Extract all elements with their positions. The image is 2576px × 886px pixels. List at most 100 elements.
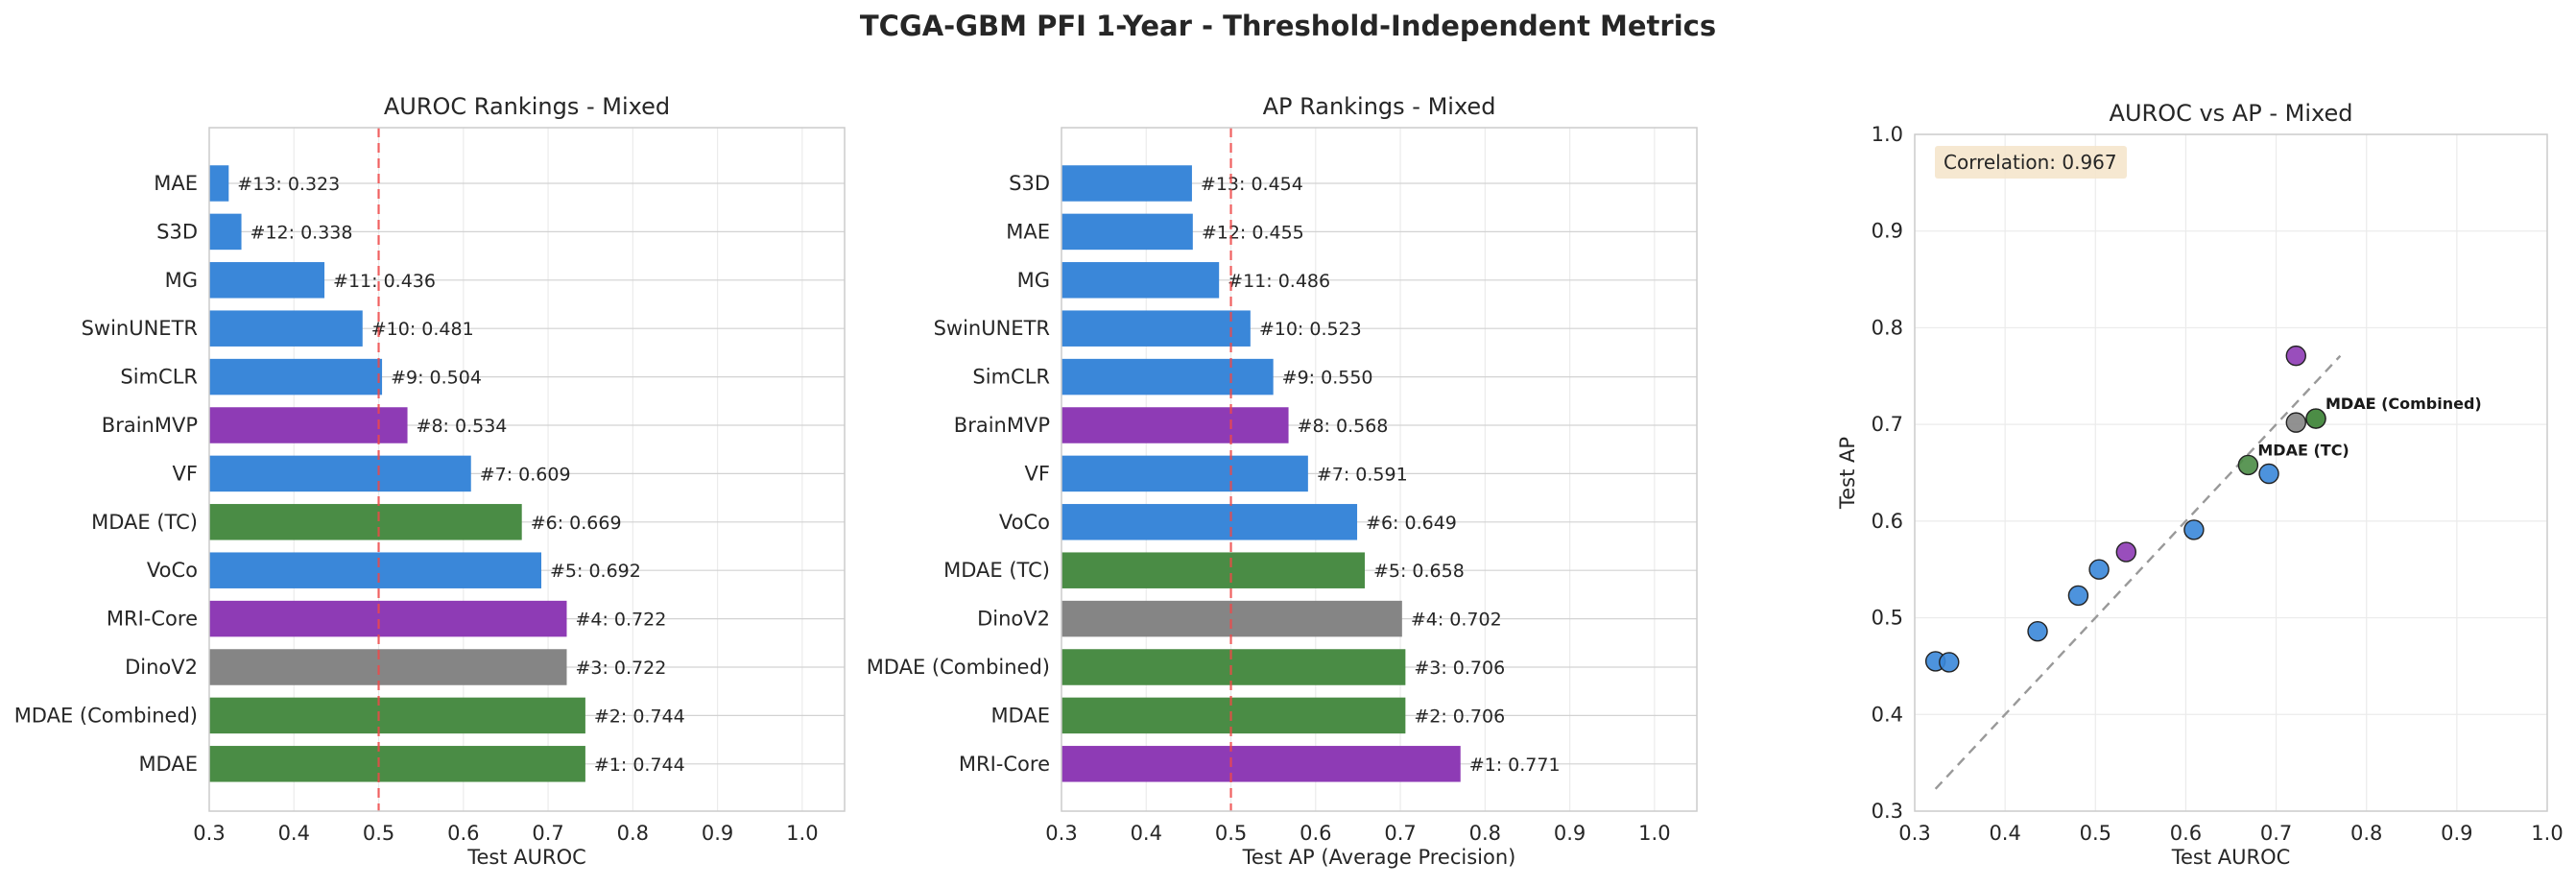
scatter-point [2067, 585, 2089, 607]
scatter-x-tick-label: 0.3 [1898, 822, 1930, 845]
scatter-y-tick-label: 0.7 [1872, 413, 1903, 436]
ap-rankings-panel: S3D #13: 0.454 MAE #12: 0.455 MG #11: 0.486 Sw… [867, 93, 1698, 869]
auroc-x-tick-label: 0.7 [532, 822, 563, 845]
scatter-x-tick-label: 0.6 [2170, 822, 2202, 845]
ap-bar [1061, 358, 1274, 395]
ap-category-label: MG [1017, 269, 1050, 292]
scatter-point [2258, 463, 2279, 485]
auroc-bar-value-label: #7: 0.609 [480, 464, 571, 485]
auroc-frame [208, 127, 846, 812]
scatter-y-tick-label: 1.0 [1872, 123, 1903, 146]
ap-bar-value-label: #5: 0.658 [1373, 561, 1465, 582]
auroc-bar-value-label: #8: 0.534 [417, 416, 508, 437]
ap-bar-value-label: #2: 0.706 [1414, 706, 1505, 727]
auroc-x-tick-label: 0.4 [278, 822, 310, 845]
ap-bar-value-label: #9: 0.550 [1282, 368, 1373, 389]
ap-bar-value-label: #12: 0.455 [1202, 222, 1304, 243]
auroc-bar-value-label: #13: 0.323 [237, 174, 340, 195]
scatter-point [2285, 412, 2306, 433]
ap-category-label: S3D [1009, 172, 1050, 195]
auroc-category-label: MDAE (TC) [91, 511, 198, 534]
figure-title: TCGA-GBM PFI 1-Year - Threshold-Independ… [860, 10, 1716, 42]
correlation-box-background [1935, 146, 2127, 179]
ap-bar [1061, 697, 1406, 734]
ap-x-tick-label: 0.8 [1469, 822, 1501, 845]
scatter-y-tick-label: 0.8 [1872, 316, 1903, 339]
auroc-vs-ap-panel: 0.3 0.4 0.5 0.6 0.7 0.8 0.9 1.0 0.3 0.4 0.5 0.6 0.7 0… [1836, 100, 2564, 869]
auroc-bar-value-label: #3: 0.722 [575, 658, 666, 679]
ap-bar-value-label: #7: 0.591 [1317, 464, 1408, 485]
auroc-title: AUROC Rankings - Mixed [384, 93, 670, 120]
ap-category-label: DinoV2 [977, 608, 1050, 631]
scatter-point [2237, 454, 2259, 476]
ap-category-label: VoCo [999, 511, 1050, 534]
auroc-x-tick-label: 0.8 [617, 822, 649, 845]
ap-category-label: MAE [1006, 220, 1050, 243]
auroc-x-tick-label: 0.3 [193, 822, 225, 845]
ap-x-tick-label: 0.3 [1045, 822, 1077, 845]
scatter-point [2285, 345, 2306, 367]
scatter-point [2183, 519, 2205, 540]
auroc-bar [209, 455, 471, 492]
ap-category-label: MDAE (Combined) [867, 656, 1050, 679]
auroc-category-label: MG [165, 269, 198, 292]
scatter-x-tick-label: 0.5 [2080, 822, 2111, 845]
scatter-point [2115, 541, 2136, 563]
auroc-bar [209, 649, 567, 685]
ap-bar-value-label: #3: 0.706 [1414, 658, 1505, 679]
auroc-bar-value-label: #6: 0.669 [531, 513, 622, 534]
auroc-category-label: SimCLR [120, 366, 198, 389]
ap-bar-value-label: #1: 0.771 [1469, 754, 1561, 776]
scatter-y-tick-label: 0.6 [1872, 510, 1903, 533]
auroc-x-tick-label: 0.5 [363, 822, 394, 845]
ap-bar [1061, 504, 1358, 540]
auroc-category-label: MDAE (Combined) [14, 704, 198, 727]
scatter-point [2305, 408, 2326, 429]
scatter-title: AUROC vs AP - Mixed [2110, 100, 2353, 127]
auroc-x-tick-label: 0.6 [447, 822, 479, 845]
auroc-bar-value-label: #9: 0.504 [391, 368, 482, 389]
auroc-bar [209, 310, 363, 347]
auroc-bar-value-label: #4: 0.722 [575, 610, 666, 631]
ap-category-label: MRI-Core [959, 753, 1050, 776]
ap-category-label: MDAE [990, 704, 1050, 727]
ap-category-label: SimCLR [972, 366, 1050, 389]
ap-bar-value-label: #6: 0.649 [1366, 513, 1457, 534]
ap-x-tick-label: 1.0 [1638, 822, 1670, 845]
ap-x-tick-label: 0.9 [1554, 822, 1586, 845]
scatter-x-tick-label: 0.7 [2260, 822, 2292, 845]
ap-x-tick-label: 0.7 [1384, 822, 1416, 845]
ap-bar [1061, 746, 1461, 782]
auroc-bar [209, 552, 542, 588]
auroc-category-label: VoCo [147, 559, 198, 582]
scatter-point [2027, 620, 2048, 642]
auroc-bar [209, 358, 383, 395]
scatter-y-tick-label: 0.4 [1872, 703, 1903, 726]
auroc-rankings-panel: MAE #13: 0.323 S3D #12: 0.338 MG #11: 0.436 Sw… [14, 93, 846, 869]
scatter-point [2088, 559, 2110, 580]
ap-category-label: VF [1025, 462, 1050, 485]
ap-bar-value-label: #8: 0.568 [1298, 416, 1389, 437]
scatter-x-tick-label: 1.0 [2531, 822, 2563, 845]
ap-bar-value-label: #13: 0.454 [1201, 174, 1303, 195]
ap-category-label: BrainMVP [954, 414, 1050, 437]
auroc-x-tick-label: 1.0 [786, 822, 818, 845]
ap-bar [1061, 455, 1308, 492]
auroc-bar [209, 407, 408, 443]
ap-bar [1061, 213, 1193, 251]
auroc-bar [209, 213, 242, 251]
ap-bar [1061, 407, 1289, 443]
scatter-annotation: MDAE (TC) [2257, 441, 2349, 459]
ap-bar [1061, 552, 1365, 588]
auroc-category-label: DinoV2 [125, 656, 198, 679]
auroc-x-axis-label: Test AUROC [466, 846, 586, 869]
auroc-category-label: MRI-Core [107, 608, 198, 631]
ap-bar [1061, 649, 1406, 685]
scatter-x-tick-label: 0.9 [2441, 822, 2472, 845]
scatter-x-tick-label: 0.8 [2350, 822, 2382, 845]
auroc-category-label: VF [173, 462, 198, 485]
ap-x-tick-label: 0.4 [1131, 822, 1162, 845]
auroc-bar-value-label: #11: 0.436 [333, 271, 436, 292]
ap-frame [1061, 127, 1698, 812]
